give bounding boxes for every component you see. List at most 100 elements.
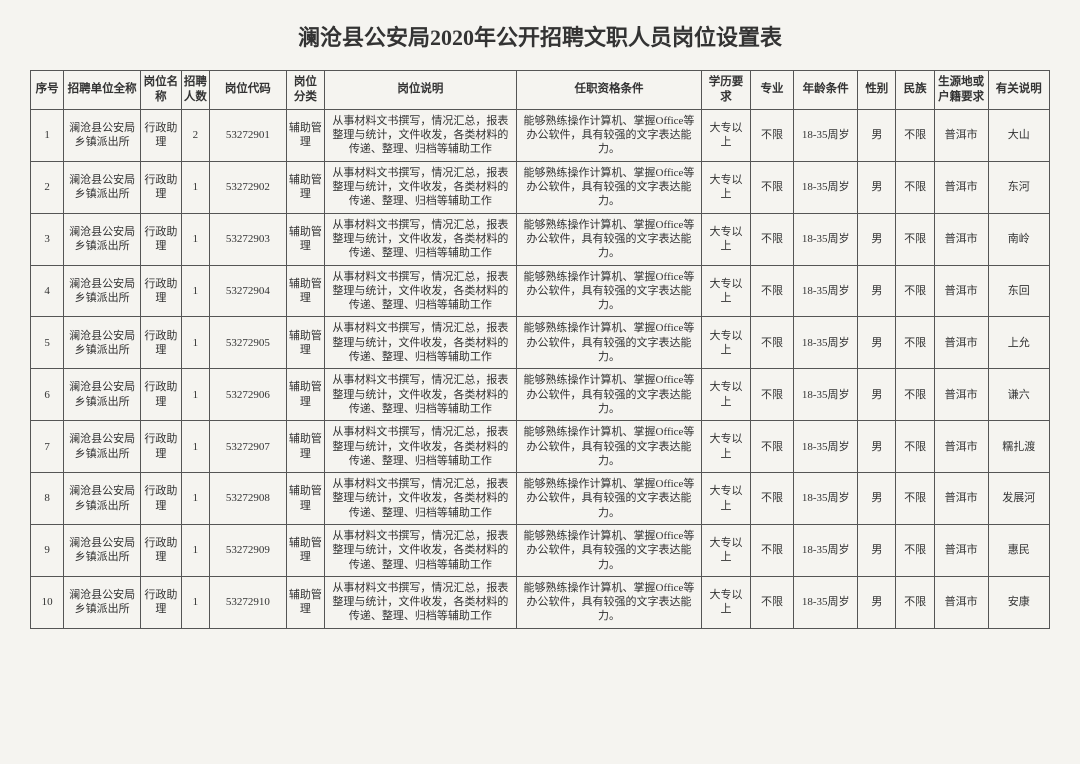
cell-origin: 普洱市 xyxy=(934,265,988,317)
cell-unit: 澜沧县公安局乡镇派出所 xyxy=(64,317,141,369)
cell-seq: 8 xyxy=(31,473,64,525)
cell-origin: 普洱市 xyxy=(934,421,988,473)
cell-origin: 普洱市 xyxy=(934,369,988,421)
header-age: 年龄条件 xyxy=(794,71,858,110)
cell-code: 53272909 xyxy=(209,525,286,577)
cell-unit: 澜沧县公安局乡镇派出所 xyxy=(64,421,141,473)
cell-note: 南岭 xyxy=(988,213,1049,265)
cell-count: 1 xyxy=(181,473,209,525)
cell-seq: 5 xyxy=(31,317,64,369)
table-row: 5澜沧县公安局乡镇派出所行政助理153272905辅助管理从事材料文书撰写，情况… xyxy=(31,317,1050,369)
cell-education: 大专以上 xyxy=(702,421,751,473)
table-row: 6澜沧县公安局乡镇派出所行政助理153272906辅助管理从事材料文书撰写，情况… xyxy=(31,369,1050,421)
cell-count: 1 xyxy=(181,213,209,265)
header-count: 招聘人数 xyxy=(181,71,209,110)
cell-note: 惠民 xyxy=(988,525,1049,577)
cell-education: 大专以上 xyxy=(702,369,751,421)
cell-category: 辅助管理 xyxy=(286,473,324,525)
cell-seq: 10 xyxy=(31,576,64,628)
cell-education: 大专以上 xyxy=(702,473,751,525)
cell-code: 53272902 xyxy=(209,161,286,213)
cell-education: 大专以上 xyxy=(702,525,751,577)
cell-gender: 男 xyxy=(858,473,896,525)
cell-age: 18-35周岁 xyxy=(794,161,858,213)
cell-gender: 男 xyxy=(858,213,896,265)
cell-code: 53272901 xyxy=(209,109,286,161)
cell-origin: 普洱市 xyxy=(934,161,988,213)
cell-unit: 澜沧县公安局乡镇派出所 xyxy=(64,525,141,577)
cell-major: 不限 xyxy=(750,161,793,213)
table-row: 3澜沧县公安局乡镇派出所行政助理153272903辅助管理从事材料文书撰写，情况… xyxy=(31,213,1050,265)
cell-count: 2 xyxy=(181,109,209,161)
cell-age: 18-35周岁 xyxy=(794,369,858,421)
cell-count: 1 xyxy=(181,576,209,628)
cell-category: 辅助管理 xyxy=(286,421,324,473)
cell-note: 糯扎渡 xyxy=(988,421,1049,473)
cell-ethnic: 不限 xyxy=(896,576,934,628)
cell-age: 18-35周岁 xyxy=(794,576,858,628)
cell-category: 辅助管理 xyxy=(286,369,324,421)
cell-major: 不限 xyxy=(750,265,793,317)
cell-unit: 澜沧县公安局乡镇派出所 xyxy=(64,213,141,265)
cell-description: 从事材料文书撰写，情况汇总，报表整理与统计，文件收发，各类材料的传递、整理、归档… xyxy=(325,421,517,473)
cell-unit: 澜沧县公安局乡镇派出所 xyxy=(64,265,141,317)
cell-major: 不限 xyxy=(750,317,793,369)
cell-note: 大山 xyxy=(988,109,1049,161)
cell-unit: 澜沧县公安局乡镇派出所 xyxy=(64,109,141,161)
cell-qualification: 能够熟练操作计算机、掌握Office等办公软件，具有较强的文字表达能力。 xyxy=(516,525,701,577)
cell-unit: 澜沧县公安局乡镇派出所 xyxy=(64,369,141,421)
cell-category: 辅助管理 xyxy=(286,576,324,628)
header-qualification: 任职资格条件 xyxy=(516,71,701,110)
cell-gender: 男 xyxy=(858,421,896,473)
cell-position: 行政助理 xyxy=(140,369,181,421)
header-position: 岗位名称 xyxy=(140,71,181,110)
cell-age: 18-35周岁 xyxy=(794,109,858,161)
cell-note: 东回 xyxy=(988,265,1049,317)
cell-seq: 6 xyxy=(31,369,64,421)
cell-qualification: 能够熟练操作计算机、掌握Office等办公软件，具有较强的文字表达能力。 xyxy=(516,421,701,473)
cell-qualification: 能够熟练操作计算机、掌握Office等办公软件，具有较强的文字表达能力。 xyxy=(516,109,701,161)
cell-origin: 普洱市 xyxy=(934,576,988,628)
positions-table: 序号 招聘单位全称 岗位名称 招聘人数 岗位代码 岗位分类 岗位说明 任职资格条… xyxy=(30,70,1050,629)
cell-age: 18-35周岁 xyxy=(794,473,858,525)
header-category: 岗位分类 xyxy=(286,71,324,110)
cell-major: 不限 xyxy=(750,213,793,265)
table-row: 10澜沧县公安局乡镇派出所行政助理153272910辅助管理从事材料文书撰写，情… xyxy=(31,576,1050,628)
header-education: 学历要求 xyxy=(702,71,751,110)
cell-gender: 男 xyxy=(858,109,896,161)
cell-position: 行政助理 xyxy=(140,317,181,369)
cell-description: 从事材料文书撰写，情况汇总，报表整理与统计，文件收发，各类材料的传递、整理、归档… xyxy=(325,576,517,628)
cell-position: 行政助理 xyxy=(140,213,181,265)
cell-ethnic: 不限 xyxy=(896,109,934,161)
cell-origin: 普洱市 xyxy=(934,317,988,369)
cell-code: 53272907 xyxy=(209,421,286,473)
cell-position: 行政助理 xyxy=(140,265,181,317)
cell-gender: 男 xyxy=(858,161,896,213)
cell-unit: 澜沧县公安局乡镇派出所 xyxy=(64,161,141,213)
cell-major: 不限 xyxy=(750,109,793,161)
cell-education: 大专以上 xyxy=(702,109,751,161)
cell-ethnic: 不限 xyxy=(896,369,934,421)
cell-position: 行政助理 xyxy=(140,576,181,628)
cell-category: 辅助管理 xyxy=(286,161,324,213)
cell-education: 大专以上 xyxy=(702,317,751,369)
cell-age: 18-35周岁 xyxy=(794,525,858,577)
cell-seq: 7 xyxy=(31,421,64,473)
cell-education: 大专以上 xyxy=(702,265,751,317)
table-row: 9澜沧县公安局乡镇派出所行政助理153272909辅助管理从事材料文书撰写，情况… xyxy=(31,525,1050,577)
cell-major: 不限 xyxy=(750,421,793,473)
table-row: 4澜沧县公安局乡镇派出所行政助理153272904辅助管理从事材料文书撰写，情况… xyxy=(31,265,1050,317)
cell-note: 东河 xyxy=(988,161,1049,213)
cell-ethnic: 不限 xyxy=(896,265,934,317)
cell-code: 53272903 xyxy=(209,213,286,265)
cell-qualification: 能够熟练操作计算机、掌握Office等办公软件，具有较强的文字表达能力。 xyxy=(516,317,701,369)
header-major: 专业 xyxy=(750,71,793,110)
page-title: 澜沧县公安局2020年公开招聘文职人员岗位设置表 xyxy=(30,20,1050,52)
cell-category: 辅助管理 xyxy=(286,109,324,161)
cell-major: 不限 xyxy=(750,369,793,421)
header-code: 岗位代码 xyxy=(209,71,286,110)
cell-major: 不限 xyxy=(750,576,793,628)
cell-count: 1 xyxy=(181,421,209,473)
cell-qualification: 能够熟练操作计算机、掌握Office等办公软件，具有较强的文字表达能力。 xyxy=(516,473,701,525)
header-row: 序号 招聘单位全称 岗位名称 招聘人数 岗位代码 岗位分类 岗位说明 任职资格条… xyxy=(31,71,1050,110)
